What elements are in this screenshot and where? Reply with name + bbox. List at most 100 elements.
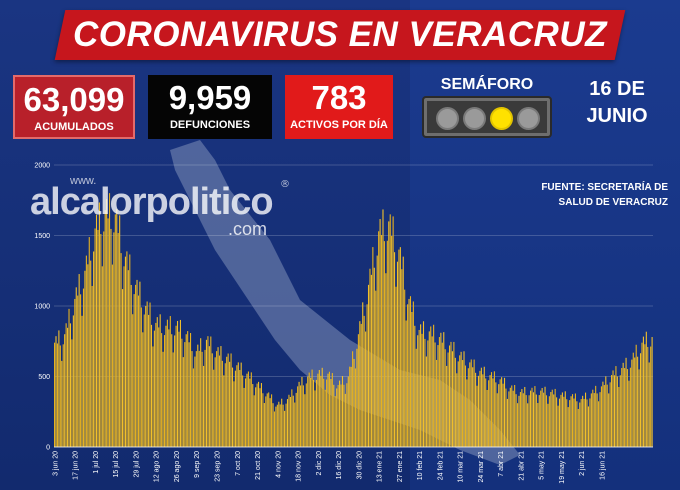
bar: [551, 389, 553, 447]
bar: [453, 341, 455, 447]
bar: [64, 334, 66, 447]
bar: [87, 264, 89, 447]
bar: [266, 393, 268, 447]
bar: [132, 314, 134, 447]
bar: [339, 380, 341, 447]
activos-value: 783: [311, 79, 367, 116]
bar: [130, 284, 132, 447]
bar: [192, 368, 194, 447]
page-title: CORONAVIRUS EN VERACRUZ: [73, 15, 607, 54]
bar: [334, 396, 336, 447]
bar: [176, 320, 179, 447]
x-tick-label: 9 sep 20: [194, 451, 201, 478]
x-tick-label: 29 jul 20: [133, 451, 140, 478]
bar: [639, 353, 642, 447]
bar: [359, 321, 361, 447]
bar: [585, 392, 587, 447]
y-tick-label: 1000: [34, 304, 50, 311]
bar: [600, 386, 603, 447]
bar: [195, 351, 197, 447]
bar: [363, 315, 365, 447]
bar: [243, 387, 245, 447]
bar: [425, 356, 427, 447]
bar: [590, 393, 592, 447]
bar: [638, 369, 640, 447]
bar: [291, 389, 293, 447]
bar: [521, 389, 523, 447]
bar: [127, 270, 129, 447]
bar: [252, 384, 254, 447]
bar: [249, 378, 251, 447]
bar: [62, 344, 64, 447]
bar: [69, 323, 72, 447]
bar: [447, 352, 449, 447]
bar: [126, 251, 128, 447]
x-tick-label: 5 may 21: [539, 451, 546, 480]
bar: [466, 379, 468, 447]
bar: [537, 403, 539, 447]
bar: [612, 370, 614, 447]
bar: [91, 285, 93, 447]
bar: [532, 392, 535, 447]
bar: [103, 231, 105, 447]
bar: [221, 360, 223, 447]
bar: [404, 289, 406, 447]
bar: [553, 394, 555, 447]
bar: [191, 351, 193, 447]
bar: [205, 339, 208, 447]
bar: [343, 384, 345, 447]
bar: [123, 266, 125, 447]
bar: [634, 357, 636, 447]
bar: [401, 269, 403, 447]
bar: [136, 279, 138, 447]
bar: [433, 324, 435, 447]
bar: [503, 377, 506, 447]
bar: [80, 294, 82, 447]
bar: [566, 399, 568, 447]
bar: [464, 365, 467, 447]
bar: [541, 387, 543, 447]
defunciones-label: DEFUNCIONES: [169, 119, 251, 131]
bar: [602, 381, 604, 447]
bar: [190, 333, 192, 447]
bar: [229, 361, 231, 447]
bar: [357, 334, 359, 447]
bar: [431, 336, 433, 447]
report-date: 16 DE JUNIO: [572, 76, 662, 130]
bar: [315, 379, 317, 447]
bar: [365, 331, 367, 447]
bar: [519, 392, 521, 447]
bar: [198, 350, 200, 447]
bar: [456, 373, 458, 447]
bar: [473, 359, 475, 447]
x-tick-label: 12 ago 20: [154, 451, 161, 482]
bar: [434, 342, 436, 447]
bar: [388, 221, 390, 447]
bar: [75, 287, 77, 447]
bar: [415, 348, 417, 447]
bar: [645, 331, 647, 447]
bar: [119, 215, 121, 447]
bar: [281, 398, 283, 447]
bar: [210, 336, 212, 447]
bar: [625, 357, 627, 447]
bar: [288, 394, 290, 447]
x-tick-label: 16 jun 21: [599, 451, 606, 480]
bar: [480, 367, 482, 447]
bar: [203, 365, 205, 447]
bar: [68, 308, 70, 447]
bar: [545, 395, 548, 447]
bar: [201, 351, 203, 447]
light-off-icon: [436, 107, 459, 130]
bar: [589, 398, 591, 447]
bar: [81, 315, 83, 447]
bar: [269, 398, 271, 447]
bar: [331, 373, 333, 447]
bar: [327, 373, 329, 447]
bar: [165, 325, 167, 447]
bar: [490, 372, 493, 447]
bar: [143, 314, 145, 447]
bar: [621, 368, 623, 447]
x-tick-label: 7 oct 20: [235, 451, 242, 476]
bar: [622, 362, 624, 447]
